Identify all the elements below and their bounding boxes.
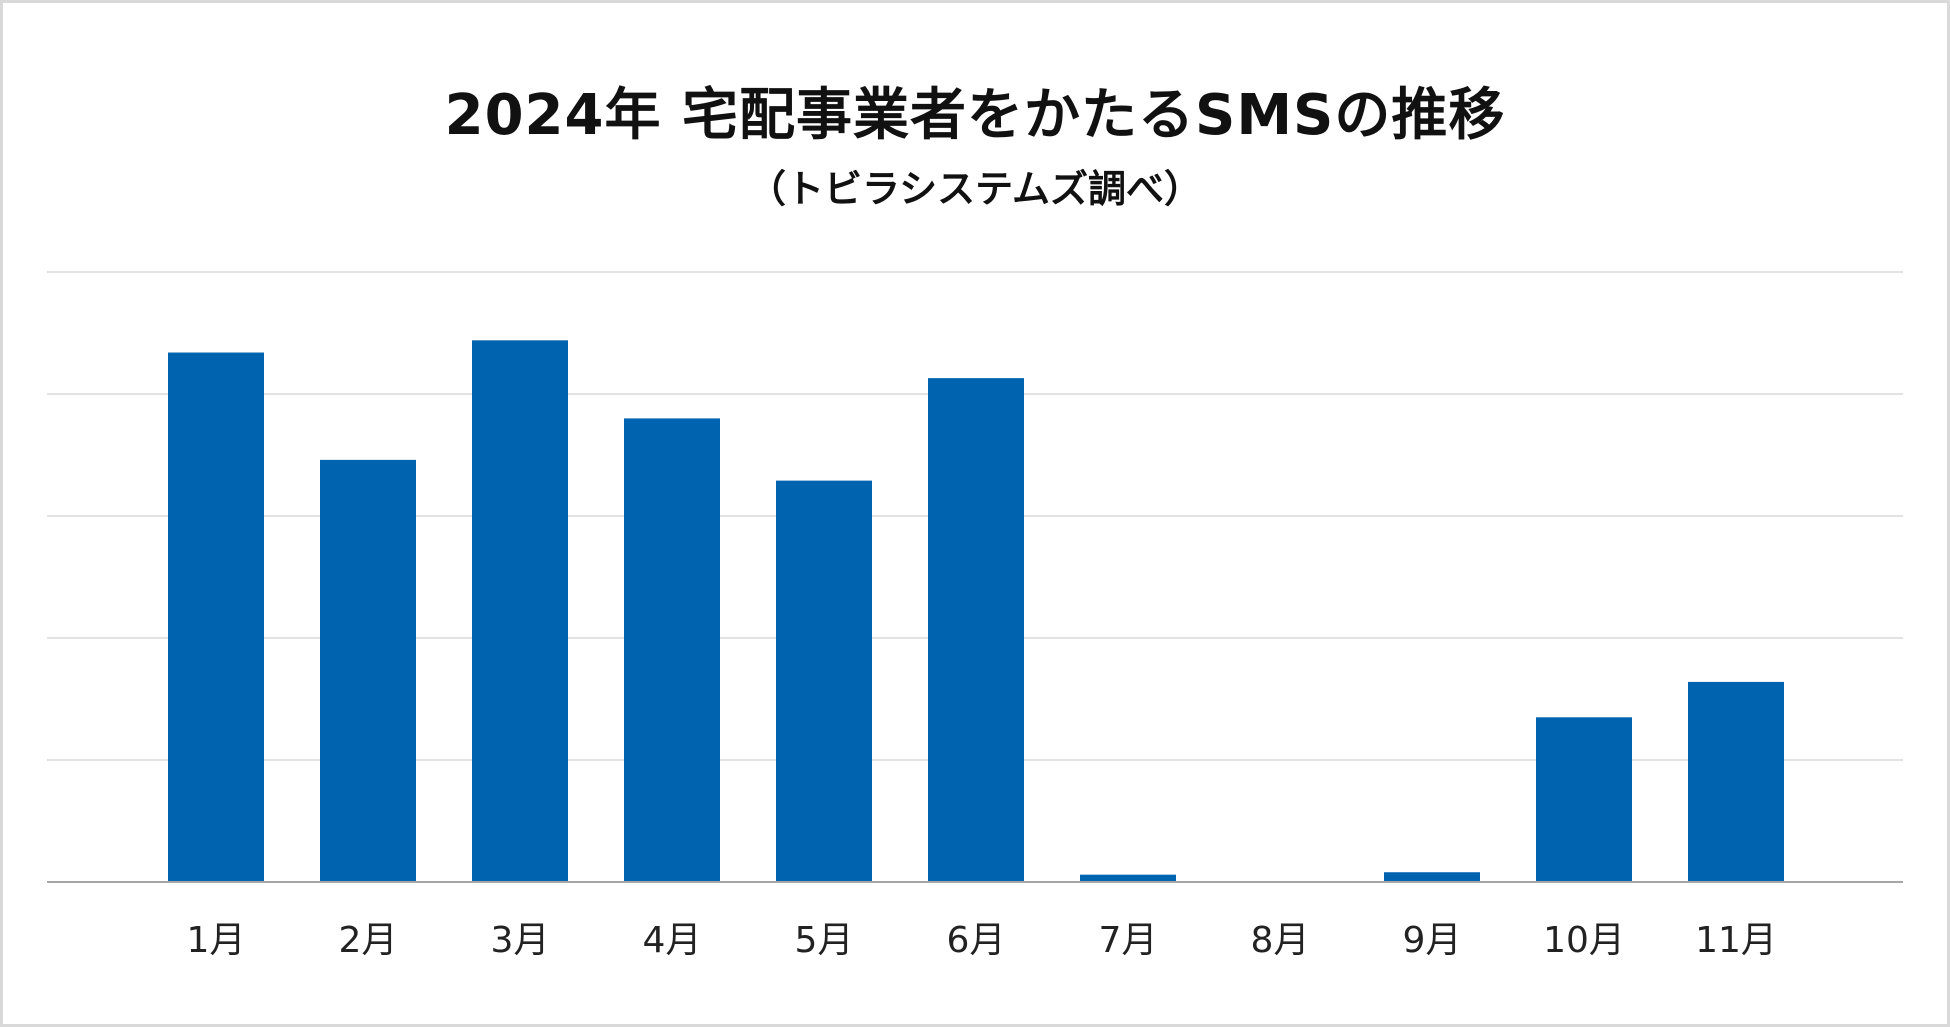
x-tick-label: 5月 — [795, 920, 854, 961]
x-tick-label: 2月 — [339, 920, 398, 961]
bar-3 — [472, 340, 568, 882]
x-tick-label: 1月 — [187, 920, 246, 961]
x-tick-label: 4月 — [643, 920, 702, 961]
bar-2 — [320, 459, 416, 882]
x-tick-label: 3月 — [491, 920, 550, 961]
x-tick-label: 11月 — [1695, 920, 1777, 961]
bar-10 — [1536, 717, 1632, 882]
x-tick-label: 7月 — [1099, 920, 1158, 961]
bar-4 — [624, 418, 720, 882]
chart-title: 2024年 宅配事業者をかたるSMSの推移 — [444, 83, 1506, 148]
bar-11 — [1688, 681, 1784, 882]
bar-9 — [1384, 872, 1480, 882]
chart-subtitle: （トビラシステムズ調べ） — [747, 167, 1203, 211]
x-tick-label: 8月 — [1251, 920, 1310, 961]
bar-5 — [776, 480, 872, 882]
x-tick-label: 9月 — [1403, 920, 1462, 961]
bar-7 — [1080, 874, 1176, 882]
bar-6 — [928, 378, 1024, 882]
x-tick-label: 10月 — [1543, 920, 1625, 961]
bar-1 — [168, 352, 264, 882]
x-tick-label: 6月 — [947, 920, 1006, 961]
